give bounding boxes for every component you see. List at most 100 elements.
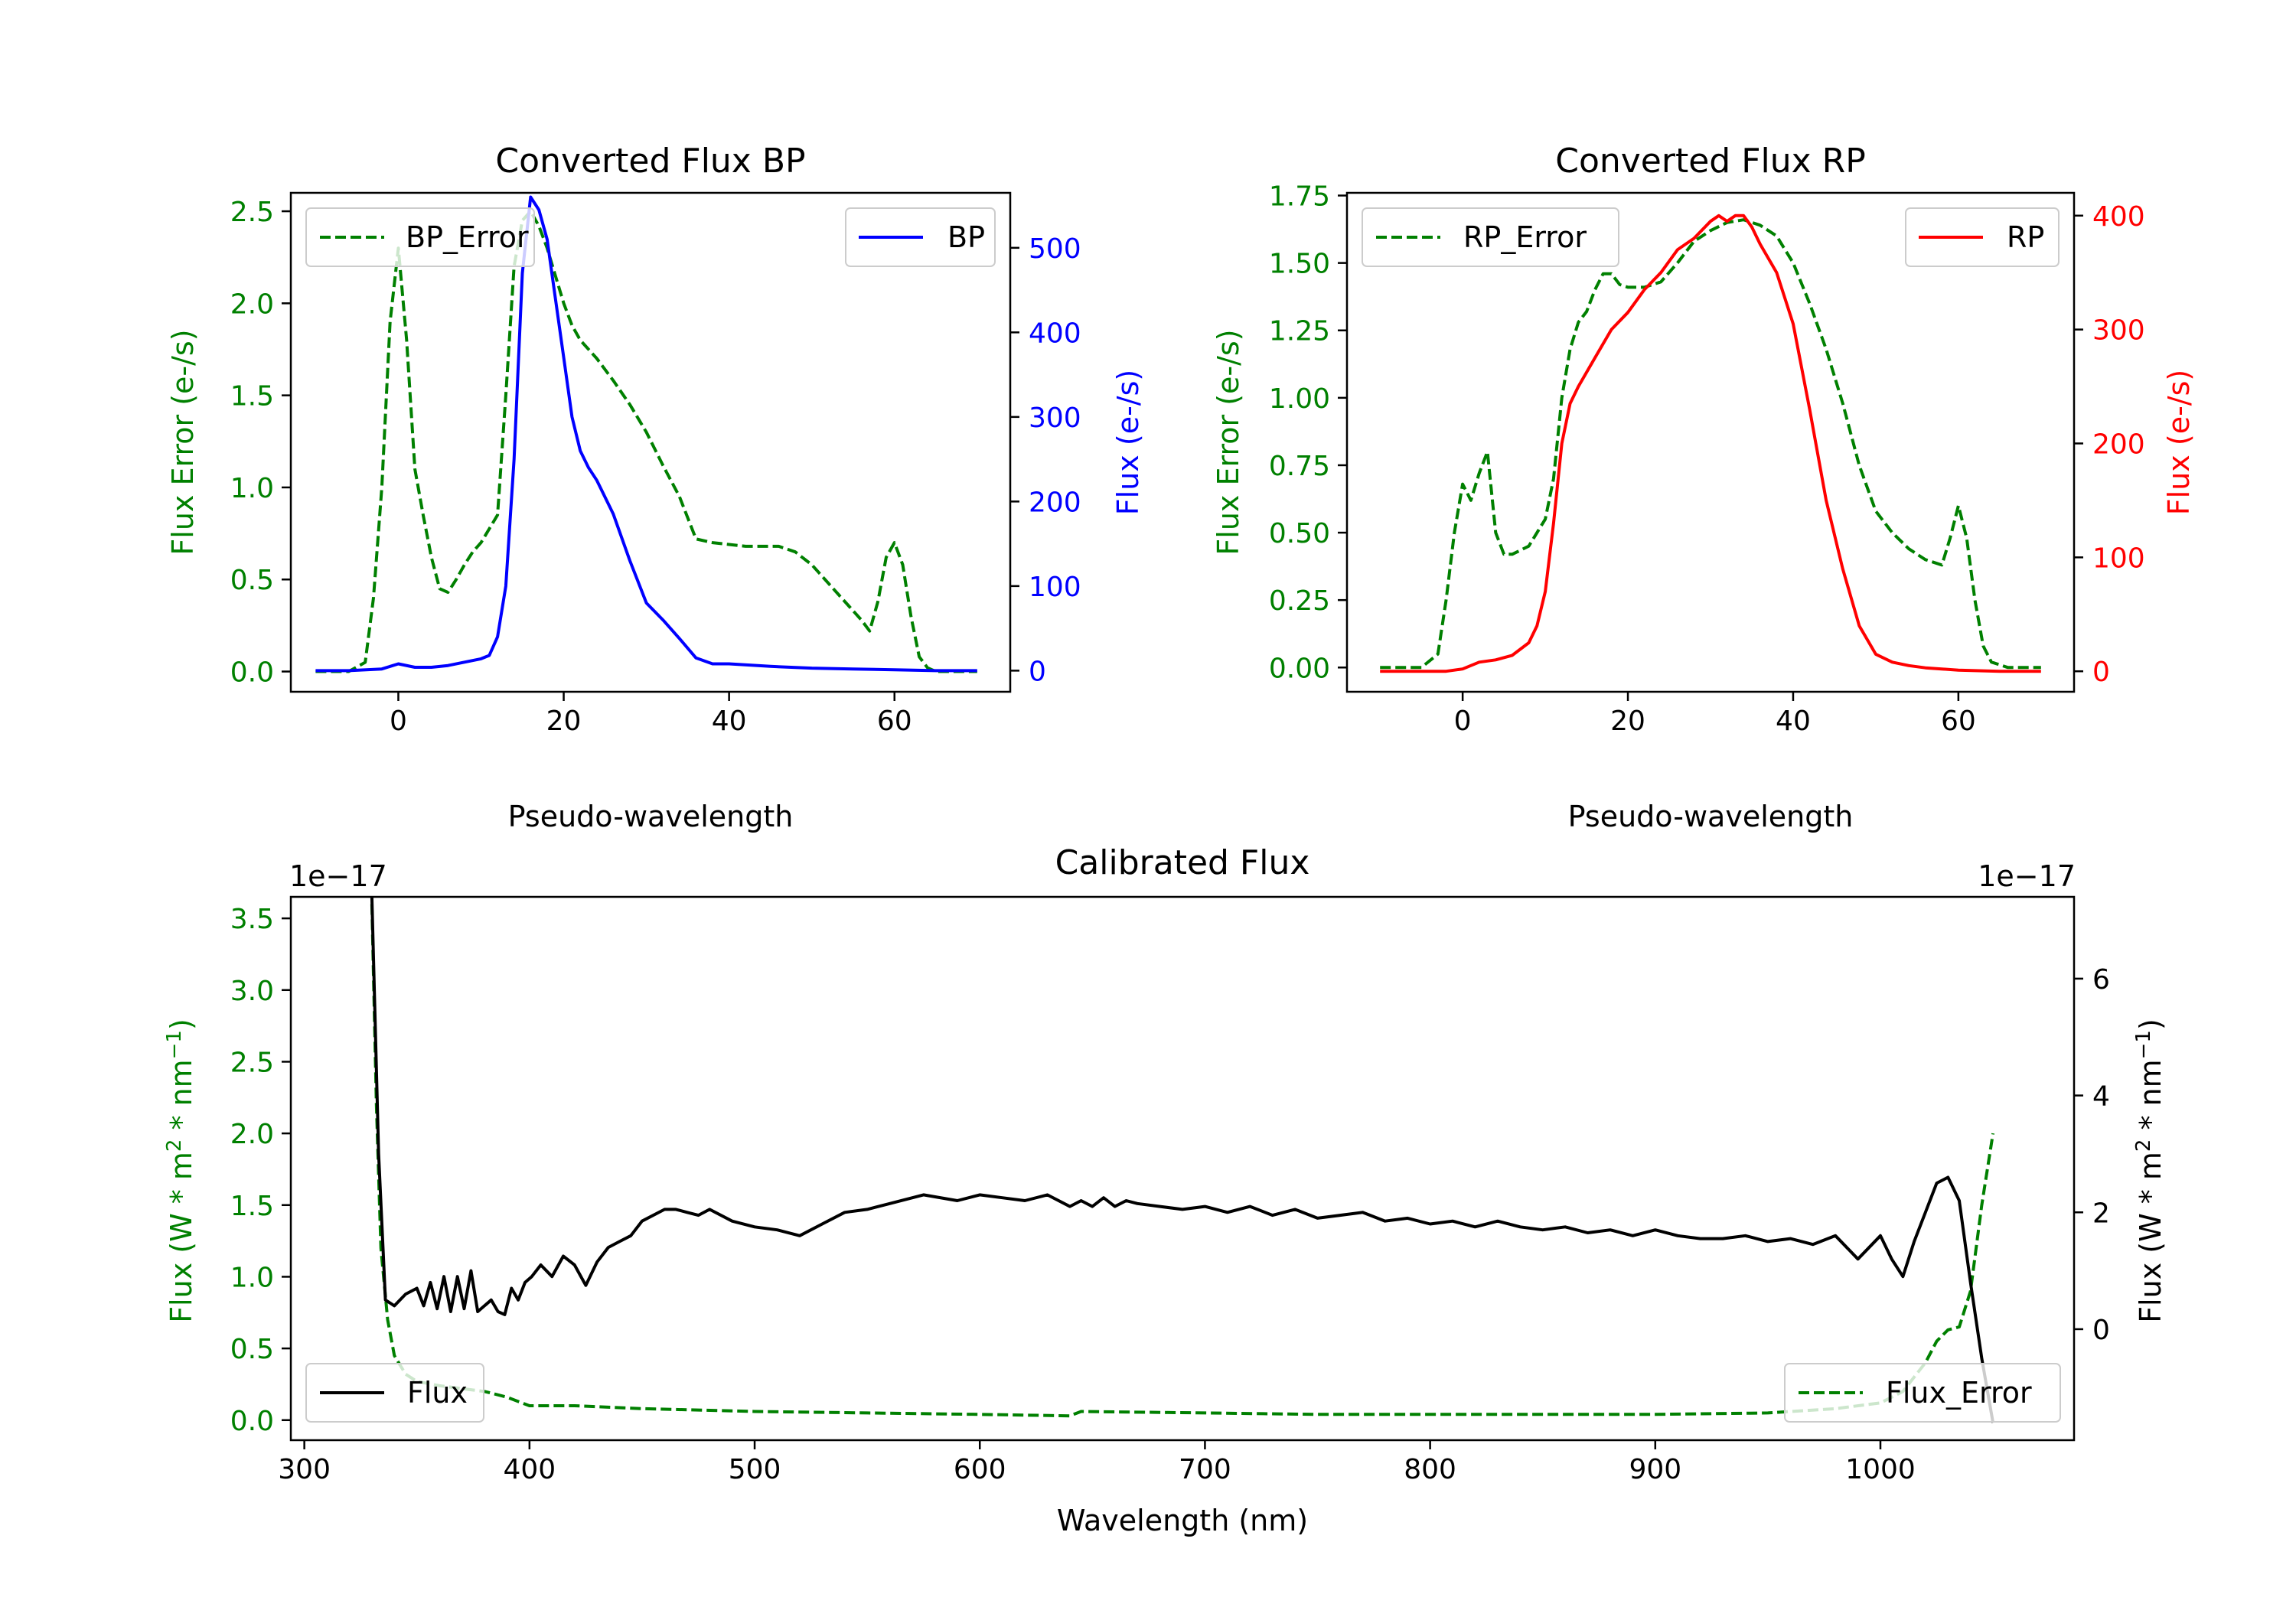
bp-x-tick-label: 40 [712,706,747,737]
bp-left-y-tick-label: 0.5 [230,565,274,596]
cal-right-y-tick-label: 0 [2092,1315,2110,1346]
cal-left-y-tick-label: 1.5 [230,1191,274,1222]
rp-series-rp-error [1380,218,2041,670]
bp-left-y-tick-label: 0.0 [230,657,274,689]
cal-legend-right-box [1784,1363,2061,1423]
cal-legend-right: Flux_Error [1784,1363,2061,1423]
bp-legend-label: BP [947,220,985,254]
bp-right-y-tick-label: 0 [1029,656,1046,687]
cal-x-tick-label: 1000 [1845,1454,1916,1485]
cal-flux-legend-label: Flux [407,1376,468,1410]
cal-left-axis-label-part3: ) [165,1019,198,1030]
bp-error-legend-label: BP_Error [406,220,529,254]
bp-x-axis-label: Pseudo-wavelength [508,800,794,833]
bp-legend-right: BP [845,207,996,267]
cal-left-axis-label: Flux (W * m2 * nm−1) [163,1019,198,1323]
bp-lines [315,195,977,673]
bp-right-y-tick-label: 300 [1029,403,1081,434]
bp-left-axis-label: Flux Error (e-/s) [166,329,200,555]
bp-x-tick-label: 20 [546,706,582,737]
rp-right-y-tick-label: 200 [2092,429,2145,460]
cal-left-y-tick-label: 0.0 [230,1406,274,1437]
rp-x-tick-label: 60 [1941,706,1976,737]
cal-right-axis-label-exp1: 2 [2132,1139,2155,1152]
bp-panel: Converted Flux BP Pseudo-wavelength Flux… [166,142,1145,833]
bp-series-bp-error [315,210,977,673]
bp-left-y-tick-label: 1.0 [230,473,274,504]
cal-x-tick-label: 500 [729,1454,781,1485]
rp-panel: Converted Flux RP Pseudo-wavelength Flux… [1212,142,2196,833]
bp-x-tick-label: 0 [390,706,407,737]
cal-right-y-tick-label: 2 [2092,1198,2110,1229]
cal-left-y-tick-label: 3.5 [230,904,274,935]
cal-right-axis-label-part1: Flux (W * m [2134,1152,2167,1323]
rp-right-axis-label: Flux (e-/s) [2162,370,2196,515]
rp-legend-label: RP [2007,220,2044,254]
rp-left-y-tick-label: 1.75 [1269,181,1330,213]
cal-x-tick-label: 400 [503,1454,556,1485]
cal-error-legend-label: Flux_Error [1886,1376,2032,1410]
bp-title: Converted Flux BP [495,142,805,181]
cal-x-tick-label: 900 [1629,1454,1681,1485]
rp-x-tick-label: 40 [1776,706,1811,737]
bp-left-y-tick-label: 2.0 [230,288,274,320]
rp-left-y-tick-label: 0.25 [1269,585,1330,617]
cal-legend-left-box [305,1363,484,1423]
cal-left-axis-label-part2: * nm [165,1059,198,1139]
cal-right-y-tick-label: 6 [2092,964,2110,996]
rp-x-tick-label: 0 [1454,706,1472,737]
bp-series-bp [315,195,977,673]
rp-ticks: 0 20 40 60 0.00 0.25 0.50 0.75 1.00 1.25 1.50 1.75 0… [1269,181,2145,737]
rp-x-tick-label: 20 [1610,706,1645,737]
cal-right-y-tick-label: 4 [2092,1081,2110,1113]
cal-left-axis-label-exp1: 2 [163,1139,186,1152]
rp-title: Converted Flux RP [1555,142,1866,181]
bp-x-tick-label: 60 [877,706,912,737]
bp-right-y-tick-label: 500 [1029,233,1081,265]
rp-plot-frame [1345,191,2076,693]
bp-right-y-tick-label: 200 [1029,487,1081,518]
rp-right-y-tick-label: 100 [2092,543,2145,574]
cal-right-axis-label-exp2: −1 [2132,1030,2155,1059]
cal-series-flux [370,896,1995,1423]
cal-x-tick-label: 800 [1404,1454,1456,1485]
rp-left-y-tick-label: 1.50 [1269,249,1330,280]
cal-left-axis-label-exp2: −1 [163,1030,186,1059]
cal-right-axis-label-part2: * nm [2134,1059,2167,1139]
cal-x-tick-label: 600 [954,1454,1006,1485]
bp-legend-left-box [305,207,535,267]
bp-left-y-tick-label: 1.5 [230,381,274,412]
cal-plot-frame [289,895,2076,1442]
rp-right-y-tick-label: 400 [2092,201,2145,233]
rp-legend-left-box [1362,207,1619,267]
bp-ticks: 0 20 40 60 0.0 0.5 1.0 1.5 2.0 2.5 0 100 200 300 400 50… [230,197,1081,737]
rp-left-axis-label: Flux Error (e-/s) [1212,329,1245,555]
cal-x-axis-label: Wavelength (nm) [1057,1504,1308,1537]
bp-right-axis-label: Flux (e-/s) [1111,370,1145,515]
cal-left-axis-label-part1: Flux (W * m [165,1152,198,1323]
bp-legend-left: BP_Error [305,207,535,267]
cal-left-offset-label: 1e−17 [289,859,387,893]
rp-series-rp [1380,214,2041,673]
cal-right-axis-label: Flux (W * m2 * nm−1) [2132,1019,2167,1323]
rp-left-y-tick-label: 1.00 [1269,383,1330,415]
rp-left-y-tick-label: 1.25 [1269,316,1330,347]
rp-lines [1380,214,2041,673]
rp-error-legend-label: RP_Error [1463,220,1587,254]
rp-x-axis-label: Pseudo-wavelength [1568,800,1854,833]
rp-legend-right: RP [1905,207,2060,267]
cal-right-offset-label: 1e−17 [1978,859,2076,893]
cal-x-tick-label: 700 [1179,1454,1231,1485]
rp-left-y-tick-label: 0.50 [1269,518,1330,549]
cal-left-y-tick-label: 1.0 [230,1262,274,1293]
bp-right-y-tick-label: 100 [1029,572,1081,603]
cal-left-y-tick-label: 3.0 [230,976,274,1007]
rp-legend-left: RP_Error [1362,207,1619,267]
cal-ticks: 300 400 500 600 700 800 900 1000 0.0 0.5 1.0 1.5 2.0… [230,904,2110,1485]
rp-left-y-tick-label: 0.00 [1269,653,1330,684]
bp-left-y-tick-label: 2.5 [230,197,274,228]
cal-left-y-tick-label: 2.5 [230,1047,274,1078]
cal-left-y-tick-label: 2.0 [230,1119,274,1150]
